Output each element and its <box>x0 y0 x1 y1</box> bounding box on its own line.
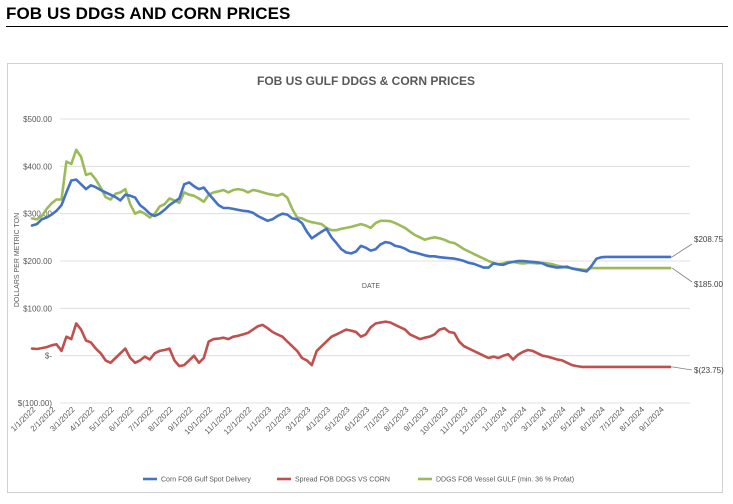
y-tick-label: $500.00 <box>23 115 52 124</box>
series-line <box>30 320 672 369</box>
annotation-leader <box>672 366 693 371</box>
chart-series <box>30 148 672 369</box>
y-tick-label: $(100.00) <box>18 399 53 408</box>
y-tick-label: $200.00 <box>23 257 52 266</box>
legend-label: Corn FOB Gulf Spot Delivery <box>161 477 251 484</box>
annotation-label: $185.00 <box>694 280 723 289</box>
annotation-leader <box>671 243 693 258</box>
heading-rule <box>6 26 728 27</box>
chart-gridlines <box>60 118 690 404</box>
page-heading: FOB US DDGS AND CORN PRICES <box>6 4 291 23</box>
y-tick-label: $300.00 <box>23 210 52 219</box>
legend-label: DDGS FOB Vessel GULF (min. 36 % Profat) <box>436 477 574 484</box>
annotation-leader <box>671 267 693 283</box>
x-axis-title: DATE <box>362 283 380 290</box>
series-line <box>30 178 672 273</box>
annotation-label: $(23.75) <box>694 366 724 375</box>
series-line <box>30 148 672 272</box>
annotation-label: $208.75 <box>694 235 723 244</box>
y-tick-label: $100.00 <box>23 304 52 313</box>
y-axis-title: DOLLARS PER METRIC TON <box>14 213 21 307</box>
y-axis-ticks: $(100.00) $- $100.00 $200.00 $300.00 $400.00 $… <box>18 115 53 408</box>
chart-frame <box>7 63 723 493</box>
chart-legend: Corn FOB Gulf Spot Delivery Spread FOB DD… <box>143 477 574 484</box>
y-tick-label: $400.00 <box>23 162 52 171</box>
end-value-annotations: $208.75 $185.00 $(23.75) <box>671 235 724 375</box>
x-axis-ticks: 1/1/20222/1/20223/1/20224/1/20225/1/2022… <box>9 405 666 437</box>
legend-label: Spread FOB DDGS VS CORN <box>295 477 390 484</box>
y-tick-label: $- <box>45 352 52 361</box>
chart-title: FOB US GULF DDGS & CORN PRICES <box>257 74 475 88</box>
